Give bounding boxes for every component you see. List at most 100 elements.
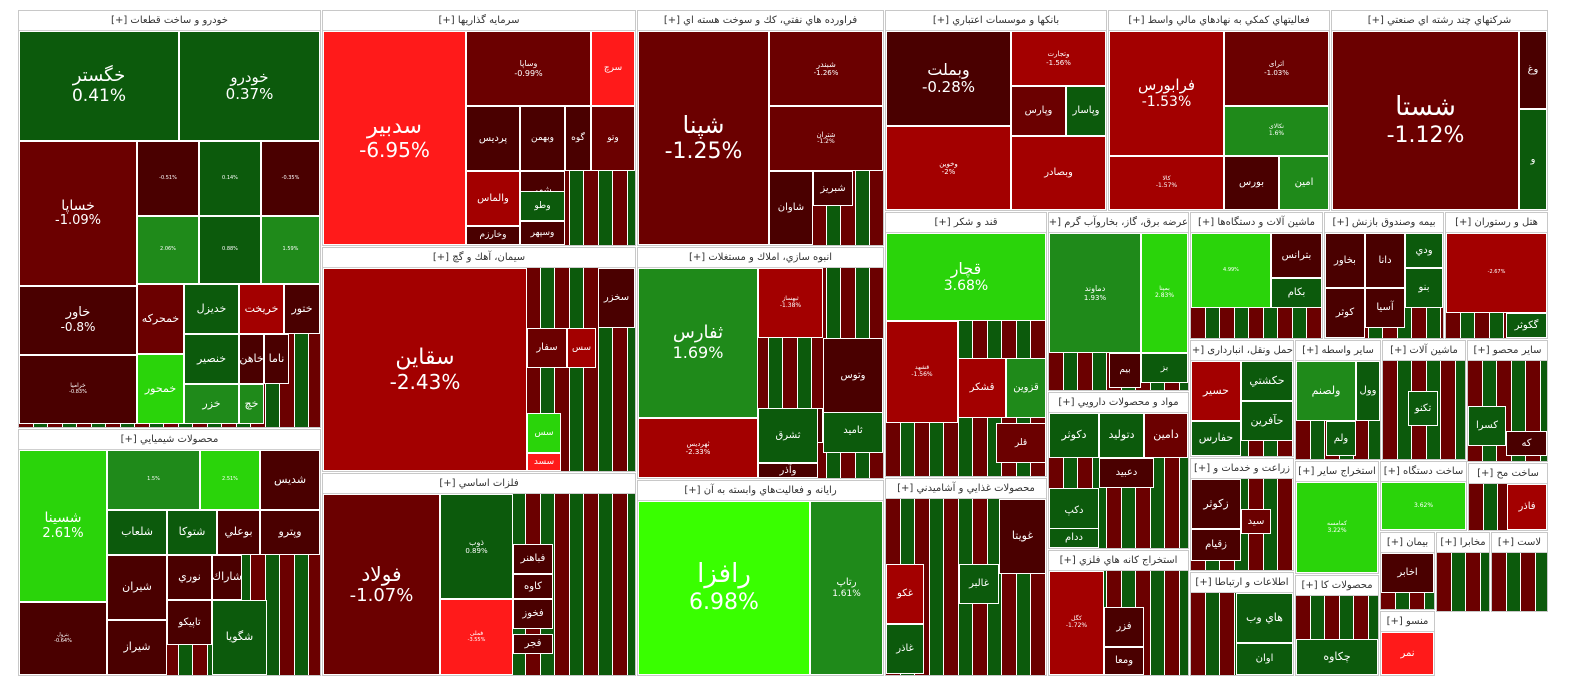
sector-title[interactable]: سيمان، آهك و گچ [+] [323, 248, 635, 268]
sector-title[interactable]: ساخت مح [+] [1469, 464, 1547, 484]
stock-tile[interactable]: قزوين [1006, 358, 1046, 418]
stock-tile[interactable]: بيم [1109, 353, 1141, 388]
stock-tile[interactable]: وخوين -2% [886, 126, 1011, 210]
stock-tile[interactable]: خنصير [184, 334, 239, 384]
stock-tile[interactable]: چكاوه [1296, 639, 1378, 675]
sector-20[interactable]: ماشین آلات [+] تكنو [1382, 340, 1466, 460]
stock-tile[interactable]: تاپيكو [167, 600, 212, 645]
stock-tile[interactable]: سس [567, 328, 596, 368]
sector-9[interactable]: عرضه برق، گاز، بخاروآب گرم [+] دماوند 1.93… [1048, 212, 1189, 391]
stock-tile[interactable]: اوان [1236, 643, 1293, 675]
sector-10[interactable]: ماشين آلات و دستگاه‌ها [+] 4.99% بترانس بكا… [1190, 212, 1323, 339]
stock-tile[interactable]: وخارزم [466, 226, 520, 245]
sector-title[interactable]: انبوه سازي، املاك و مستغلات [+] [638, 248, 883, 268]
stock-tile[interactable]: فرابورس -1.53% [1109, 31, 1224, 156]
stock-tile[interactable]: -2.67% [1446, 233, 1547, 313]
stock-tile[interactable]: سيد [1241, 509, 1271, 534]
stock-tile[interactable]: وآذر [758, 463, 818, 478]
stock-tile[interactable]: ثشرق [758, 408, 818, 463]
stock-tile[interactable]: حكشتي [1241, 361, 1293, 401]
stock-tile[interactable]: وپاسار [1066, 86, 1106, 136]
sector-title[interactable]: ماشين آلات و دستگاه‌ها [+] [1191, 213, 1322, 233]
sector-24[interactable]: ساخت دستگاه [+] 3.62% [1380, 461, 1467, 531]
stock-tile[interactable]: گكوثر [1506, 313, 1547, 338]
stock-tile[interactable]: قشهد -1.56% [886, 321, 958, 423]
sector-29[interactable]: بيمان [+] اخابر [1380, 532, 1435, 610]
sector-1[interactable]: سرمايه گذاريها [+] سدبير -6.95% وساپا -0.99%… [322, 10, 636, 246]
stock-tile[interactable]: دكوثر [1049, 413, 1099, 458]
stock-tile[interactable]: كسرا [1468, 406, 1506, 446]
stock-tile[interactable]: 3.62% [1381, 482, 1466, 530]
stock-tile[interactable]: كالا -1.57% [1109, 156, 1224, 210]
sector-0[interactable]: خودرو و ساخت قطعات [+] خگستر 0.41% خودرو 0.3… [18, 10, 321, 428]
stock-tile[interactable]: بز [1141, 353, 1188, 383]
sector-7[interactable]: انبوه سازي، املاك و مستغلات [+] ثفارس 1.69… [637, 247, 884, 479]
stock-tile[interactable]: بوعلي [217, 510, 260, 555]
stock-tile[interactable]: وتو [591, 106, 635, 171]
stock-tile[interactable]: غويتا [999, 499, 1046, 574]
stock-tile[interactable]: سس [527, 413, 561, 453]
sector-title[interactable]: سرمايه گذاريها [+] [323, 11, 635, 31]
stock-tile[interactable]: بترانس [1271, 233, 1322, 278]
stock-tile[interactable]: سقاين -2.43% [323, 268, 527, 471]
stock-tile[interactable]: فولاد -1.07% [323, 494, 440, 675]
stock-tile[interactable]: رتاپ 1.61% [810, 501, 883, 675]
sector-30[interactable]: منسو [+] نمر [1380, 611, 1435, 676]
sector-title[interactable]: زراعت و خدمات و [+] [1191, 459, 1293, 479]
stock-tile[interactable]: دكپ [1049, 488, 1099, 533]
stock-tile[interactable]: وبملت -0.28% [886, 31, 1011, 126]
stock-tile[interactable]: خگستر 0.41% [19, 31, 179, 141]
stock-tile[interactable]: خساپا -1.09% [19, 141, 137, 286]
sector-22[interactable]: زراعت و خدمات و [+] زكوثر سيد زقيام [1190, 458, 1294, 571]
sector-title[interactable]: هتل و رستوران [+] [1446, 213, 1547, 233]
stock-tile[interactable]: اخابر [1381, 553, 1434, 593]
stock-tile[interactable]: و [1519, 109, 1547, 210]
stock-tile[interactable]: ددام [1049, 528, 1099, 548]
stock-tile[interactable]: پرديس [466, 106, 520, 171]
stock-tile[interactable]: شبريز [813, 171, 853, 206]
sector-title[interactable]: سایر واسطه [+] [1296, 341, 1380, 361]
stock-tile[interactable]: دعبيد [1099, 458, 1154, 488]
stock-tile[interactable]: قشكر [958, 358, 1006, 418]
stock-tile[interactable]: شلعاب [107, 510, 167, 555]
stock-tile[interactable]: شتران -1.2% [769, 106, 883, 171]
stock-tile[interactable]: شسينا 2.61% [19, 450, 107, 602]
sector-title[interactable]: محصولات كا [+] [1296, 576, 1378, 596]
stock-tile[interactable]: بخاور [1325, 233, 1365, 288]
stock-tile[interactable]: ختور [284, 284, 320, 334]
stock-tile[interactable]: 0.88% [199, 216, 261, 284]
stock-tile[interactable]: خراميا -0.83% [19, 355, 137, 424]
stock-tile[interactable]: ودي [1405, 233, 1443, 268]
stock-tile[interactable]: حفارس [1191, 421, 1241, 456]
stock-tile[interactable]: رافزا 6.98% [638, 501, 810, 675]
sector-16[interactable]: محصولات غذايي و آشاميدني [+] غويتا غالبر غك… [885, 478, 1047, 676]
stock-tile[interactable]: پترول -0.64% [19, 602, 107, 675]
sector-13[interactable]: فلزات اساسي [+] فولاد -1.07% ذوب 0.89% فملی -3… [322, 473, 636, 676]
sector-title[interactable]: بيمان [+] [1381, 533, 1434, 553]
stock-tile[interactable]: شديس [260, 450, 320, 510]
stock-tile[interactable]: غالبر [959, 564, 999, 604]
stock-tile[interactable]: حآفرين [1241, 401, 1293, 441]
stock-tile[interactable]: وطو [520, 191, 565, 221]
stock-tile[interactable]: دماوند 1.93% [1049, 233, 1141, 353]
stock-tile[interactable]: وبصادر [1011, 136, 1106, 210]
stock-tile[interactable]: شاوان [769, 171, 813, 245]
stock-tile[interactable]: 4.99% [1191, 233, 1271, 308]
sector-title[interactable]: عرضه برق، گاز، بخاروآب گرم [+] [1049, 213, 1188, 233]
stock-tile[interactable]: 1.5% [107, 450, 200, 510]
stock-tile[interactable]: آسيا [1365, 288, 1405, 328]
sector-title[interactable]: قند و شكر [+] [886, 213, 1046, 233]
stock-tile[interactable]: شاراك [212, 555, 242, 600]
stock-tile[interactable]: دانا [1365, 233, 1405, 288]
stock-tile[interactable]: قلر [996, 423, 1046, 463]
stock-tile[interactable]: بكام [1271, 278, 1322, 308]
stock-tile[interactable]: خزر [184, 384, 239, 424]
stock-tile[interactable]: هاي وب [1236, 593, 1293, 643]
stock-tile[interactable]: ثهرديس -2.33% [638, 418, 758, 478]
sector-17[interactable]: مواد و محصولات دارويي [+] دكوثر دتوليد دامي… [1048, 392, 1189, 549]
sector-15[interactable]: محصولات شيميايي [+] شسينا 2.61% 1.5% 2.51% شد… [18, 429, 321, 676]
stock-tile[interactable]: 2.06% [137, 216, 199, 284]
sector-title[interactable]: استخراج سایر [+] [1296, 462, 1378, 482]
stock-tile[interactable]: شبندر -1.26% [769, 31, 883, 106]
stock-tile[interactable]: فخوز [513, 599, 553, 629]
